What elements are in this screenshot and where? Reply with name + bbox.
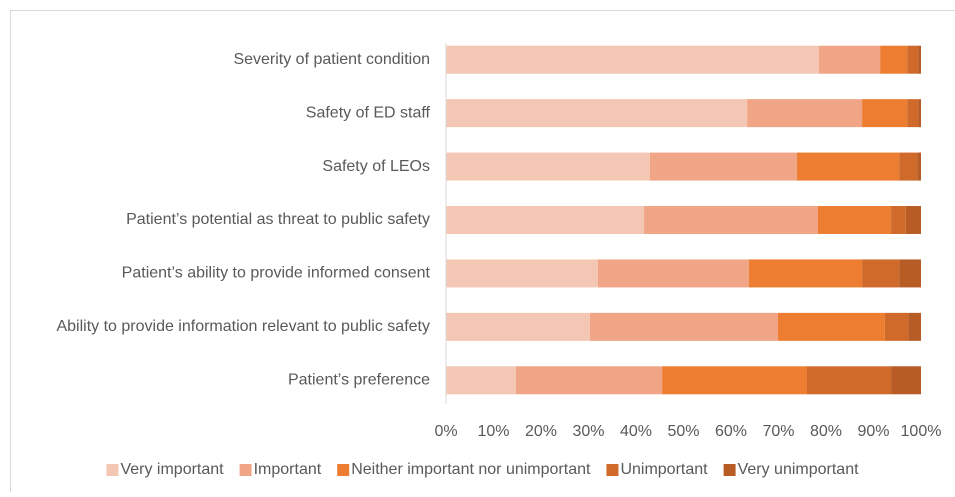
y-tick-label: Safety of ED staff	[306, 104, 431, 121]
y-tick-label: Ability to provide information relevant …	[56, 318, 430, 335]
legend-swatch	[106, 464, 118, 476]
x-tick-label: 0%	[434, 423, 457, 440]
bar-segment	[598, 259, 749, 287]
chart-border	[11, 11, 955, 493]
legend-swatch	[240, 464, 252, 476]
x-tick-label: 80%	[810, 423, 842, 440]
bar-segment	[662, 366, 807, 394]
bar-segment	[797, 153, 899, 181]
x-tick-label: 30%	[572, 423, 604, 440]
bar-segment	[446, 259, 598, 287]
x-tick-label: 40%	[620, 423, 652, 440]
bar-segment	[446, 313, 590, 341]
y-tick-label: Severity of patient condition	[233, 51, 430, 68]
bar-segment	[918, 99, 921, 127]
legend-label: Unimportant	[620, 461, 708, 478]
bar-segment	[644, 206, 818, 234]
legend-swatch	[606, 464, 618, 476]
bar-segment	[862, 99, 907, 127]
legend-label: Very important	[120, 461, 224, 478]
x-tick-label: 100%	[901, 423, 942, 440]
bar-segment	[907, 46, 918, 74]
legend-swatch	[337, 464, 349, 476]
x-tick-label: 60%	[715, 423, 747, 440]
legend-swatch	[724, 464, 736, 476]
bar-segment	[818, 206, 891, 234]
bar-segment	[899, 153, 917, 181]
bar-segment	[819, 46, 880, 74]
bar-segment	[516, 366, 662, 394]
bar-segment	[885, 313, 908, 341]
bar-segment	[590, 313, 778, 341]
x-tick-label: 20%	[525, 423, 557, 440]
bar-segment	[650, 153, 797, 181]
bar-segment	[891, 206, 906, 234]
y-tick-label: Patient’s potential as threat to public …	[126, 211, 430, 228]
bar-segment	[747, 99, 862, 127]
bar-segment	[891, 366, 921, 394]
y-tick-label: Patient’s ability to provide informed co…	[122, 265, 431, 282]
bar-segment	[880, 46, 907, 74]
bar-segment	[446, 99, 747, 127]
bar-segment	[749, 259, 862, 287]
bar-segment	[917, 153, 921, 181]
bar-segment	[862, 259, 899, 287]
bar-segment	[918, 46, 921, 74]
x-tick-label: 10%	[477, 423, 509, 440]
legend-label: Very unimportant	[738, 461, 860, 478]
x-tick-label: 90%	[857, 423, 889, 440]
bar-segment	[778, 313, 885, 341]
legend-label: Neither important nor unimportant	[351, 461, 591, 478]
bar-segment	[446, 153, 650, 181]
bar-segment	[906, 206, 921, 234]
bar-segment	[446, 366, 516, 394]
legend-label: Important	[254, 461, 322, 478]
bar-segment	[446, 46, 819, 74]
bar-segment	[446, 206, 644, 234]
bar-segment	[908, 313, 921, 341]
y-tick-label: Safety of LEOs	[322, 158, 430, 175]
y-tick-label: Patient’s preference	[288, 372, 430, 389]
x-tick-label: 50%	[667, 423, 699, 440]
x-tick-label: 70%	[762, 423, 794, 440]
bar-segment	[899, 259, 921, 287]
bar-segment	[907, 99, 918, 127]
bar-segment	[807, 366, 891, 394]
